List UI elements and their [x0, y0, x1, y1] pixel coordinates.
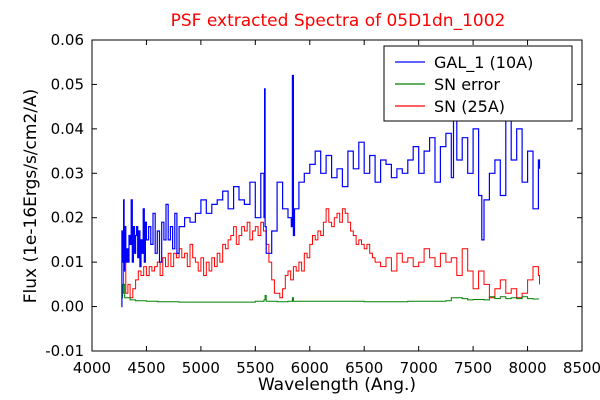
y-tick-label: 0.06 [51, 31, 84, 49]
x-tick-label: 7000 [400, 359, 438, 377]
x-tick-label: 5000 [182, 359, 220, 377]
x-tick-label: 4000 [73, 359, 111, 377]
series-layer [121, 74, 541, 308]
y-tick-label: 0.03 [51, 164, 84, 182]
y-tick-label: -0.01 [45, 342, 84, 360]
y-tick-label: 0.00 [51, 298, 84, 316]
y-axis-label: Flux (1e-16Ergs/s/cm2/A) [21, 89, 41, 304]
ticks-layer: 4000 4500 5000 5500 6000 6500 7000 7500 8000 8500… [45, 31, 600, 377]
x-tick-label: 4500 [127, 359, 165, 377]
x-tick-label: 8500 [563, 359, 600, 377]
legend-label-1: GAL_1 (10A) [434, 53, 533, 73]
legend-label-2: SN error [434, 75, 500, 94]
x-tick-label: 6500 [345, 359, 383, 377]
series-line-1 [121, 74, 541, 308]
y-tick-label: 0.02 [51, 209, 84, 227]
y-tick-label: 0.05 [51, 75, 84, 93]
x-tick-label: 8000 [508, 359, 546, 377]
series-line-3 [121, 208, 540, 299]
series-line-2 [121, 283, 539, 303]
plot-frame [91, 39, 583, 352]
y-tick-label: 0.04 [51, 120, 84, 138]
x-tick-label: 5500 [236, 359, 274, 377]
x-tick-label: 6000 [291, 359, 329, 377]
x-tick-label: 7500 [454, 359, 492, 377]
legend: GAL_1 (10A) SN error SN (25A) [383, 45, 573, 122]
legend-label-3: SN (25A) [434, 97, 505, 116]
x-axis-label: Wavelength (Ang.) [258, 375, 416, 395]
y-tick-label: 0.01 [51, 253, 84, 271]
chart-title: PSF extracted Spectra of 05D1dn_1002 [171, 11, 506, 31]
